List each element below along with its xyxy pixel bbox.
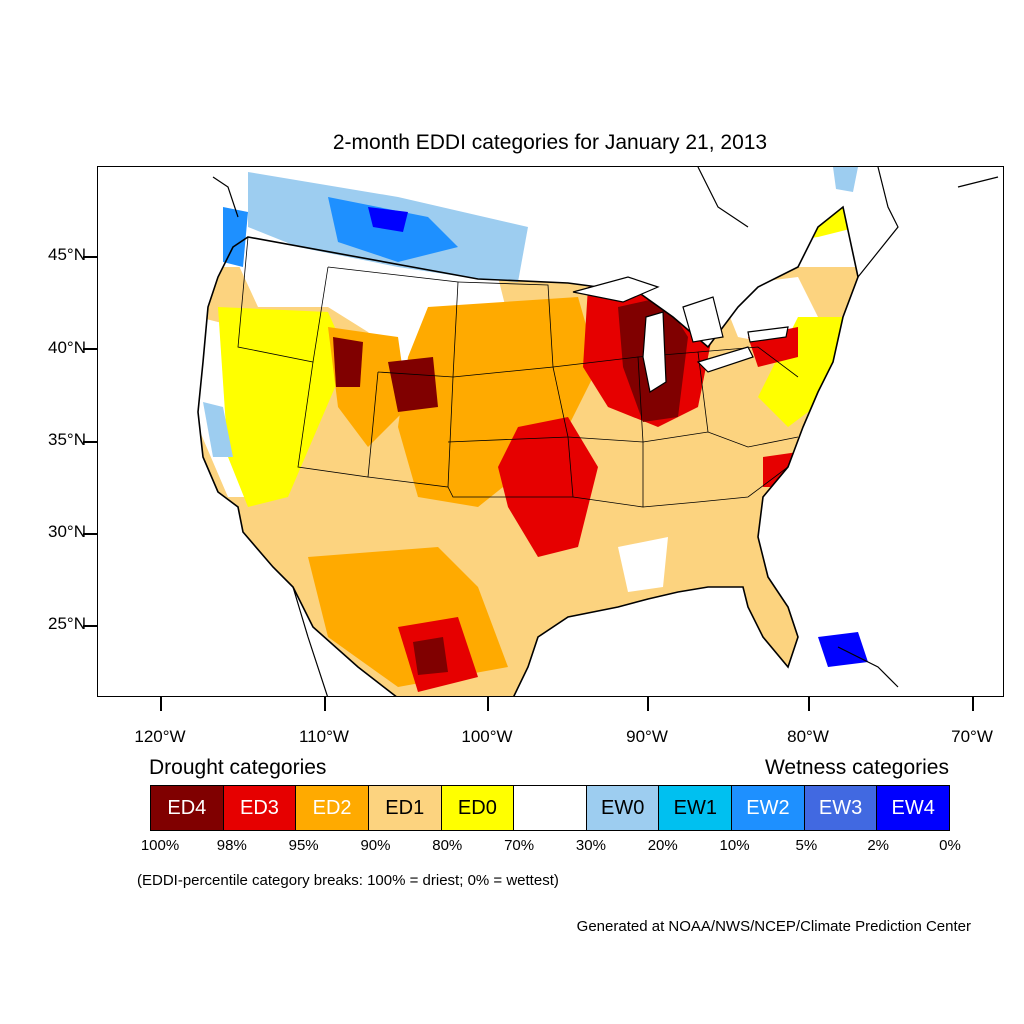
lat-label-40: 40°N <box>48 338 86 357</box>
eddi-map-graphic <box>197 167 999 696</box>
state-line-northwest <box>237 236 329 363</box>
percentile-label: 100% <box>140 837 180 854</box>
lon-label-80: 80°W <box>787 727 829 746</box>
legend-box-ed3: ED3 <box>223 786 297 830</box>
lon-label-70: 70°W <box>951 727 993 746</box>
drought-categories-heading: Drought categories <box>149 756 327 779</box>
ed4-mexico <box>413 637 448 675</box>
state-line-iowa-missouri <box>552 356 644 443</box>
credit-line: Generated at NOAA/NWS/NCEP/Climate Predi… <box>576 918 971 935</box>
percentile-label: 5% <box>795 837 818 854</box>
state-line-ohio <box>697 346 799 378</box>
lon-label-120: 120°W <box>134 727 186 746</box>
category-shading <box>198 207 858 696</box>
ed3-southern-plains <box>498 417 598 557</box>
lake-michigan <box>642 311 667 393</box>
lon-tick-90 <box>647 697 649 711</box>
lon-tick-120 <box>160 697 162 711</box>
coast-hudson <box>697 167 749 228</box>
lon-label-90: 90°W <box>626 727 668 746</box>
coast-baja <box>292 586 328 696</box>
percentile-label: 90% <box>360 837 391 854</box>
legend-box-ed4: ED4 <box>151 786 224 830</box>
near-normal-mississippi <box>618 537 668 592</box>
state-line-southwest <box>297 361 379 478</box>
legend-box-ed2: ED2 <box>296 786 369 830</box>
category-breaks-note: (EDDI-percentile category breaks: 100% =… <box>137 872 559 889</box>
lake-erie <box>696 346 754 373</box>
percentile-label: 10% <box>719 837 750 854</box>
state-boundaries <box>237 236 799 508</box>
wetness-categories-heading: Wetness categories <box>764 756 949 779</box>
state-line-mountain <box>327 266 459 378</box>
lon-tick-70 <box>972 697 974 711</box>
lat-label-35: 35°N <box>48 430 86 449</box>
lon-label-110: 110°W <box>299 727 349 746</box>
lat-label-25: 25°N <box>48 614 86 633</box>
state-line-oklahoma <box>447 436 574 498</box>
legend-box-ew4: EW4 <box>877 786 950 830</box>
lat-label-45: 45°N <box>48 245 86 264</box>
lon-tick-110 <box>324 697 326 711</box>
lake-superior <box>572 276 660 303</box>
percentile-label: 20% <box>647 837 678 854</box>
legend-box-ew0: EW0 <box>586 786 660 830</box>
lat-tick-35 <box>83 441 97 443</box>
category-legend-bar: ED4 ED3 ED2 ED1 ED0 EW0 EW1 EW2 EW3 EW4 <box>150 785 950 831</box>
legend-box-ew1: EW1 <box>659 786 733 830</box>
coastlines <box>212 167 999 696</box>
legend-box-ed0: ED0 <box>441 786 515 830</box>
state-line-tennessee <box>642 431 799 448</box>
lat-tick-45 <box>83 256 97 258</box>
ed4-utah <box>333 337 363 387</box>
lon-tick-100 <box>487 697 489 711</box>
legend-box-ew3: EW3 <box>804 786 878 830</box>
percentile-label: 80% <box>432 837 463 854</box>
coast-cuba <box>837 646 899 688</box>
coast-vancouver <box>212 176 239 218</box>
lon-label-100: 100°W <box>461 727 513 746</box>
lat-tick-30 <box>83 533 97 535</box>
coast-maritimes <box>857 167 899 278</box>
lake-huron <box>682 296 724 343</box>
percentile-label: 70% <box>504 837 535 854</box>
percentile-label: 0% <box>939 837 961 854</box>
legend-box-ed1: ED1 <box>368 786 442 830</box>
ew4-canada-west <box>368 207 408 232</box>
percentile-label: 30% <box>575 837 606 854</box>
map-title: 2-month EDDI categories for January 21, … <box>332 131 768 154</box>
percentile-label: 2% <box>867 837 890 854</box>
lon-tick-80 <box>808 697 810 711</box>
state-line-dakotas <box>452 281 554 378</box>
lat-tick-25 <box>83 625 97 627</box>
lat-tick-40 <box>83 348 97 350</box>
legend-box-ew2: EW2 <box>732 786 805 830</box>
ed0-west <box>218 307 348 507</box>
ew2-pacific-northwest <box>223 207 248 267</box>
map-frame <box>97 166 1004 697</box>
ed4-colorado <box>388 357 438 412</box>
lake-ontario <box>747 326 789 343</box>
lat-label-30: 30°N <box>48 522 86 541</box>
ed2-central <box>398 297 598 507</box>
great-lakes <box>572 276 789 393</box>
coast-newfoundland <box>957 176 999 188</box>
percentile-label: 95% <box>288 837 319 854</box>
ew0-quebec <box>833 167 858 192</box>
state-line-deep-south <box>642 466 789 508</box>
ew0-california <box>203 402 233 457</box>
legend-box-near-normal <box>514 786 587 830</box>
percentile-label: 98% <box>216 837 247 854</box>
